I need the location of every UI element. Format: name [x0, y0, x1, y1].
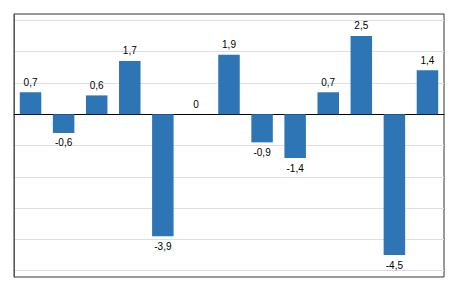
- svg-text:0,6: 0,6: [90, 80, 104, 91]
- svg-text:0: 0: [193, 99, 199, 110]
- svg-text:1,4: 1,4: [421, 55, 435, 66]
- svg-text:1,7: 1,7: [123, 45, 137, 56]
- svg-text:2,5: 2,5: [354, 20, 368, 31]
- svg-text:-0,9: -0,9: [253, 147, 271, 158]
- svg-text:-0,6: -0,6: [55, 137, 73, 148]
- svg-text:-1,4: -1,4: [287, 163, 305, 174]
- svg-text:-4,5: -4,5: [386, 260, 404, 271]
- svg-text:1,9: 1,9: [222, 39, 236, 50]
- svg-text:0,7: 0,7: [321, 77, 335, 88]
- svg-text:0,7: 0,7: [24, 77, 38, 88]
- svg-text:-3,9: -3,9: [154, 241, 172, 252]
